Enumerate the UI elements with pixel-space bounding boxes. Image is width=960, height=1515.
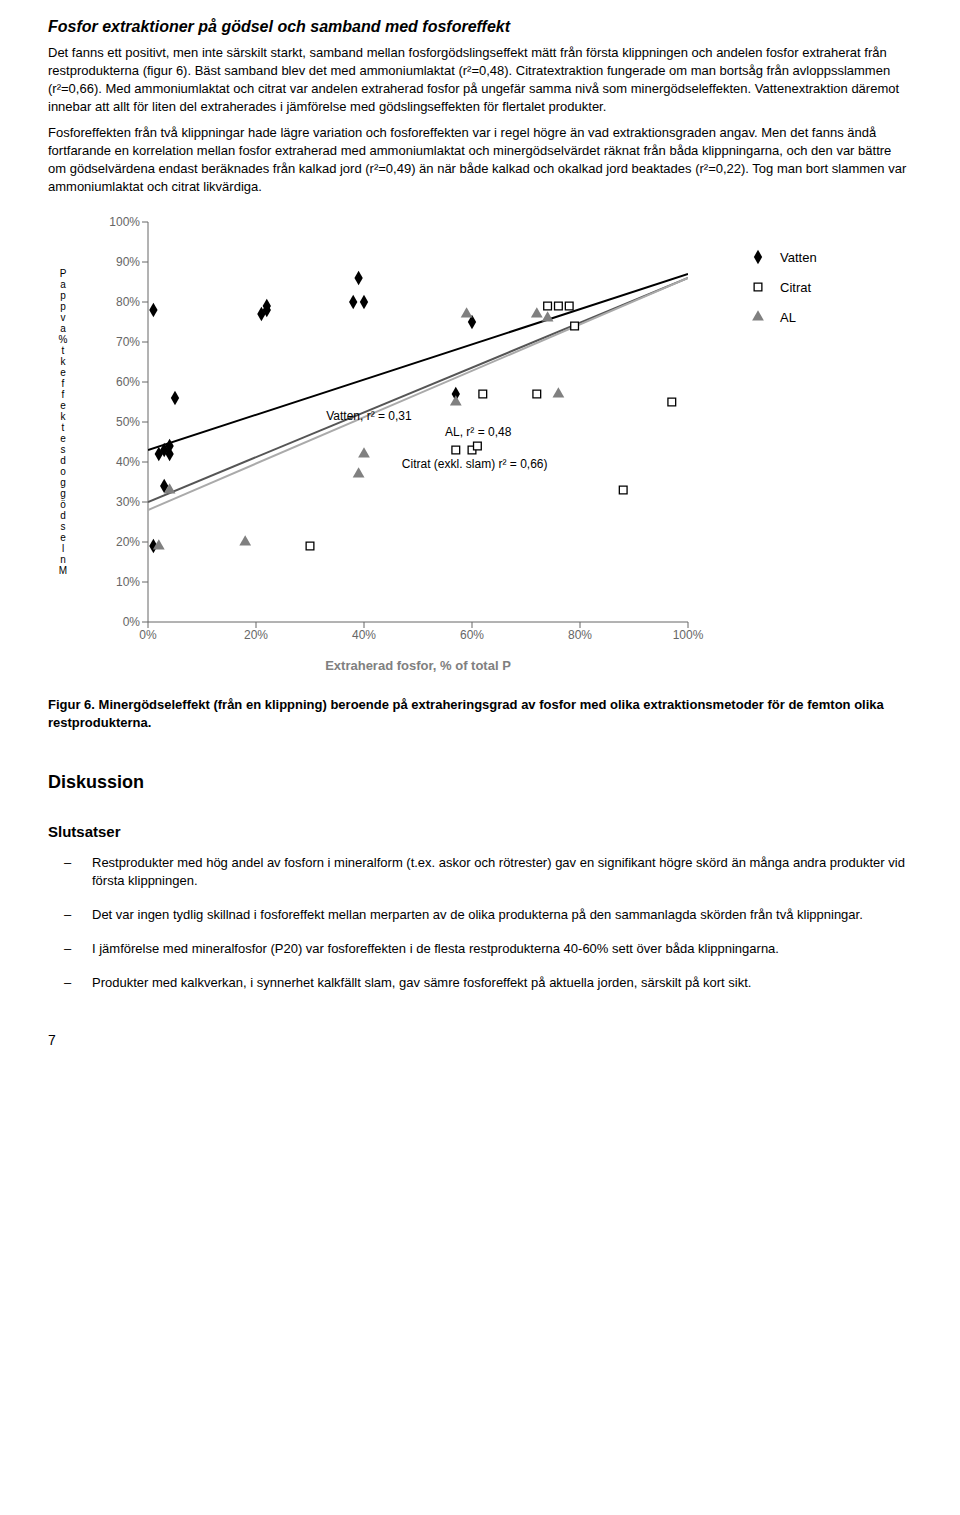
svg-text:40%: 40% xyxy=(352,628,376,642)
svg-text:80%: 80% xyxy=(568,628,592,642)
html-text:Slutsatser: Slutsatser xyxy=(48,823,121,840)
svg-text:100%: 100% xyxy=(673,628,704,642)
html-text:Vatten, r² = 0,31: Vatten, r² = 0,31 xyxy=(326,409,412,423)
html-text:p: p xyxy=(60,290,66,301)
html-text:Citrat (exkl. slam) r² = 0,66): Citrat (exkl. slam) r² = 0,66) xyxy=(401,457,548,471)
html-text:Fosforeffekten från två klippn: Fosforeffekten från två klippningar hade… xyxy=(48,125,907,194)
html-text:Vatten: Vatten xyxy=(780,249,817,265)
html-text:Det var ingen tydlig skillnad: Det var ingen tydlig skillnad i fosforef… xyxy=(92,907,863,922)
svg-text:50%: 50% xyxy=(116,415,140,429)
html-text:e: e xyxy=(60,367,66,378)
svg-text:90%: 90% xyxy=(116,255,140,269)
html-text:k: k xyxy=(60,356,66,367)
html-text:Figur 6. Minergödseleffekt (fr: Figur 6. Minergödseleffekt (från en klip… xyxy=(48,697,884,730)
html-text:d: d xyxy=(60,510,66,521)
html-text:g: g xyxy=(60,477,66,488)
html-text:g: g xyxy=(60,488,66,499)
svg-text:20%: 20% xyxy=(244,628,268,642)
svg-text:70%: 70% xyxy=(116,335,140,349)
svg-text:0%: 0% xyxy=(123,615,141,629)
html-text:f: f xyxy=(61,389,65,400)
svg-text:30%: 30% xyxy=(116,495,140,509)
html-text:o: o xyxy=(60,466,66,477)
html-text:v: v xyxy=(60,312,66,323)
html-text:e: e xyxy=(60,433,66,444)
html-text:n: n xyxy=(60,554,66,565)
svg-text:20%: 20% xyxy=(116,535,140,549)
svg-text:40%: 40% xyxy=(116,455,140,469)
html-text:k: k xyxy=(60,411,66,422)
html-text:M: M xyxy=(58,565,68,576)
html-text:P: P xyxy=(59,268,67,279)
html-text:d: d xyxy=(60,455,66,466)
svg-text:80%: 80% xyxy=(116,295,140,309)
html-text:t: t xyxy=(61,345,65,356)
html-text:l: l xyxy=(61,543,65,554)
svg-text:Extraherad fosfor, % of total: Extraherad fosfor, % of total P xyxy=(325,658,511,673)
html-text:7: 7 xyxy=(48,1032,56,1048)
svg-text:60%: 60% xyxy=(460,628,484,642)
svg-text:100%: 100% xyxy=(109,215,140,229)
html-text:e: e xyxy=(60,400,66,411)
svg-text:10%: 10% xyxy=(116,575,140,589)
html-text:I jämförelse med mineralfosfor: I jämförelse med mineralfosfor (P20) var… xyxy=(92,941,779,956)
html-text:a: a xyxy=(60,279,66,290)
html-text:p: p xyxy=(60,301,66,312)
html-text:s: s xyxy=(60,444,66,455)
html-text:Produkter med kalkverkan, i sy: Produkter med kalkverkan, i synnerhet ka… xyxy=(92,975,752,990)
html-text:s: s xyxy=(60,521,66,532)
svg-text:0%: 0% xyxy=(139,628,157,642)
html-text:ö: ö xyxy=(60,499,66,510)
html-text:a: a xyxy=(60,323,66,334)
html-text:Fosfor extraktioner på gödsel: Fosfor extraktioner på gödsel och samban… xyxy=(48,18,510,35)
html-text:AL: AL xyxy=(780,309,796,325)
html-text:Det fanns ett positivt, men in: Det fanns ett positivt, men inte särskil… xyxy=(48,45,900,114)
html-text:t: t xyxy=(61,422,65,433)
html-text:f: f xyxy=(61,378,65,389)
html-text:Restprodukter med hög andel av: Restprodukter med hög andel av fosforn i… xyxy=(92,855,905,888)
html-text:AL, r² = 0,48: AL, r² = 0,48 xyxy=(445,425,512,439)
html-text:e: e xyxy=(60,532,66,543)
html-text:Citrat: Citrat xyxy=(780,279,812,295)
html-text:Diskussion: Diskussion xyxy=(48,772,144,792)
svg-text:60%: 60% xyxy=(116,375,140,389)
